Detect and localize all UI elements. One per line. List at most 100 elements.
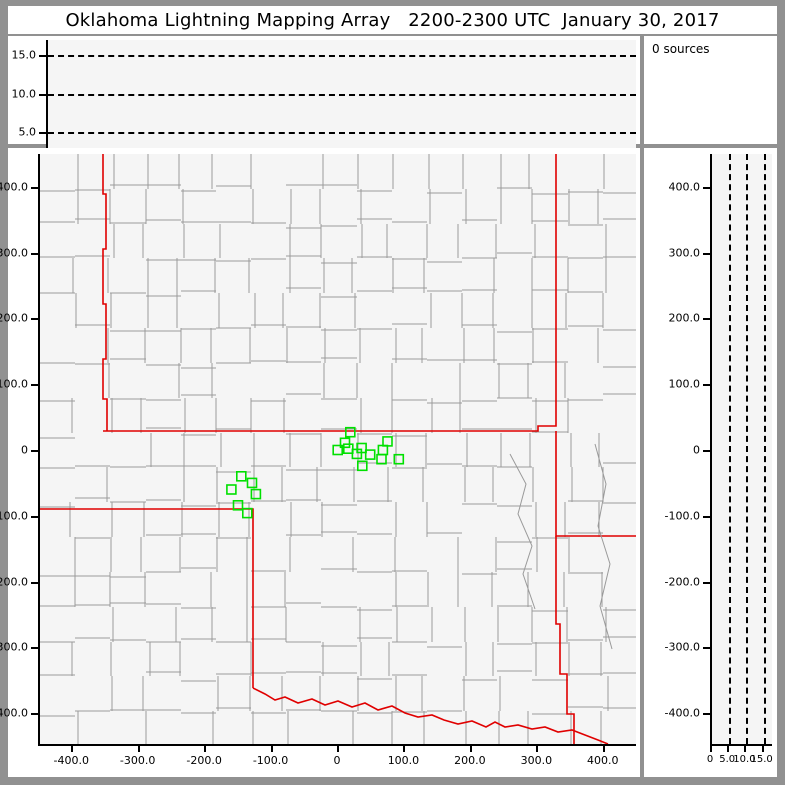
map-xtick-label: 200.0 (454, 754, 486, 767)
title-bar: Oklahoma Lightning Mapping Array 2200-23… (8, 6, 777, 34)
lightning-source-markers (226, 426, 405, 519)
histogram-ytick (703, 713, 710, 716)
histogram-ytick (703, 318, 710, 321)
histogram-ytick-label: -400.0 (664, 706, 700, 720)
map-ytick (31, 252, 38, 255)
histogram-gridline (729, 154, 732, 744)
histogram-gridline (746, 154, 749, 744)
time-height-ytick-label: 5.0 (18, 125, 37, 139)
lightning-source-marker (246, 477, 258, 489)
map-xtick-label: 400.0 (587, 754, 619, 767)
histogram-ytick (703, 252, 710, 255)
map-xtick (71, 746, 74, 752)
map-ytick-label: -100.0 (0, 509, 28, 523)
map-xtick-label: -200.0 (186, 754, 222, 767)
lightning-source-marker (236, 470, 247, 482)
map-ytick-label: 0 (21, 443, 28, 457)
lightning-source-marker (364, 449, 376, 460)
source-count-label: 0 sources (652, 42, 710, 56)
map-ytick (31, 647, 38, 650)
histogram-ytick (703, 515, 710, 518)
source-count-panel: 0 sources (644, 36, 777, 144)
histogram-ytick (703, 647, 710, 650)
lightning-source-marker (242, 507, 253, 519)
histogram-ytick-label: 0 (693, 443, 700, 457)
map-ytick (31, 515, 38, 518)
map-ytick-label: -400.0 (0, 706, 28, 720)
map-xtick (469, 746, 472, 752)
lightning-source-marker (344, 426, 356, 438)
lightning-source-marker (377, 444, 389, 456)
histogram-gridline (763, 154, 766, 744)
lightning-source-marker (232, 499, 244, 511)
time-height-ytick (39, 93, 46, 96)
time-height-ytick-label: 10.0 (11, 87, 37, 101)
lightning-source-marker (356, 460, 368, 472)
histogram-xtick (761, 746, 764, 752)
lightning-source-marker (342, 443, 354, 455)
time-height-ytick-label: 15.0 (11, 48, 37, 62)
map-ytick (31, 581, 38, 584)
map-xtick-label: -300.0 (119, 754, 156, 767)
map-ytick-label: 300.0 (0, 246, 28, 260)
histogram-ytick-label: 300.0 (668, 246, 701, 260)
map-ytick (31, 384, 38, 387)
time-height-gridline (48, 132, 636, 135)
map-xtick (602, 746, 605, 752)
map-ytick (31, 713, 38, 716)
map-geography (40, 154, 636, 744)
histogram-ytick-label: -100.0 (664, 509, 700, 523)
lightning-source-marker (339, 437, 351, 449)
map-xtick (536, 746, 539, 752)
map-xtick (137, 746, 140, 752)
map-xtick-label: -100.0 (252, 754, 289, 767)
map-xtick-label: -400.0 (53, 754, 89, 767)
map-ytick (31, 450, 38, 452)
map-xtick (270, 746, 273, 752)
map-xtick (204, 746, 207, 752)
histogram-xtick-label: 0 (706, 754, 714, 765)
time-height-ytick (39, 132, 46, 135)
histogram-xtick-label: 15.0 (750, 754, 773, 765)
histogram-ytick-label: 400.0 (668, 180, 701, 194)
lightning-source-marker (332, 444, 344, 456)
histogram-ytick-label: 100.0 (668, 377, 701, 391)
altitude-histogram-panel[interactable]: 0 5.0 10.0 15.0 -400.0 -300.0 -200.0 -100.0 0 100… (644, 148, 777, 777)
altitude-histogram-plot-area[interactable] (710, 154, 772, 746)
histogram-ytick (703, 186, 710, 189)
map-xtick-label: 300.0 (520, 754, 553, 767)
map-plot-area[interactable] (38, 154, 636, 746)
map-xtick-label: 0 (333, 754, 341, 767)
map-xtick-label: 100.0 (387, 754, 420, 767)
map-ytick-label: -300.0 (0, 640, 28, 654)
lightning-source-marker (226, 484, 237, 495)
histogram-xtick-label: 10.0 (733, 754, 756, 765)
histogram-ytick-label: -300.0 (664, 640, 700, 654)
time-height-gridline (48, 93, 636, 96)
lightning-source-marker (393, 453, 405, 465)
histogram-ytick-label: -200.0 (664, 575, 700, 589)
lightning-source-marker (382, 436, 393, 447)
histogram-xtick-label: 5.0 (719, 754, 736, 765)
lightning-source-marker (351, 448, 363, 460)
histogram-ytick-label: 200.0 (668, 311, 701, 325)
histogram-ytick (703, 384, 710, 387)
time-height-ytick (39, 55, 46, 58)
map-ytick-label: 100.0 (0, 377, 28, 391)
histogram-ytick (703, 581, 710, 584)
map-ytick-label: 400.0 (0, 180, 28, 194)
plan-view-map-panel[interactable]: -400.0 -300.0 -200.0 -100.0 0 100.0 200.0 300.0… (0, 148, 640, 777)
map-ytick (31, 186, 38, 189)
histogram-xtick (710, 746, 712, 752)
map-xtick (403, 746, 406, 752)
time-height-gridline (48, 55, 636, 58)
map-xtick (337, 746, 339, 752)
histogram-ytick (703, 450, 710, 452)
histogram-xtick (744, 746, 747, 752)
map-ytick-label: -200.0 (0, 575, 28, 589)
map-ytick-label: 200.0 (0, 311, 28, 325)
histogram-xtick (727, 746, 730, 752)
time-height-panel[interactable]: 05.010.015.0-400.0-300.0-200.0-100.00100… (8, 36, 640, 192)
map-ytick (31, 318, 38, 321)
